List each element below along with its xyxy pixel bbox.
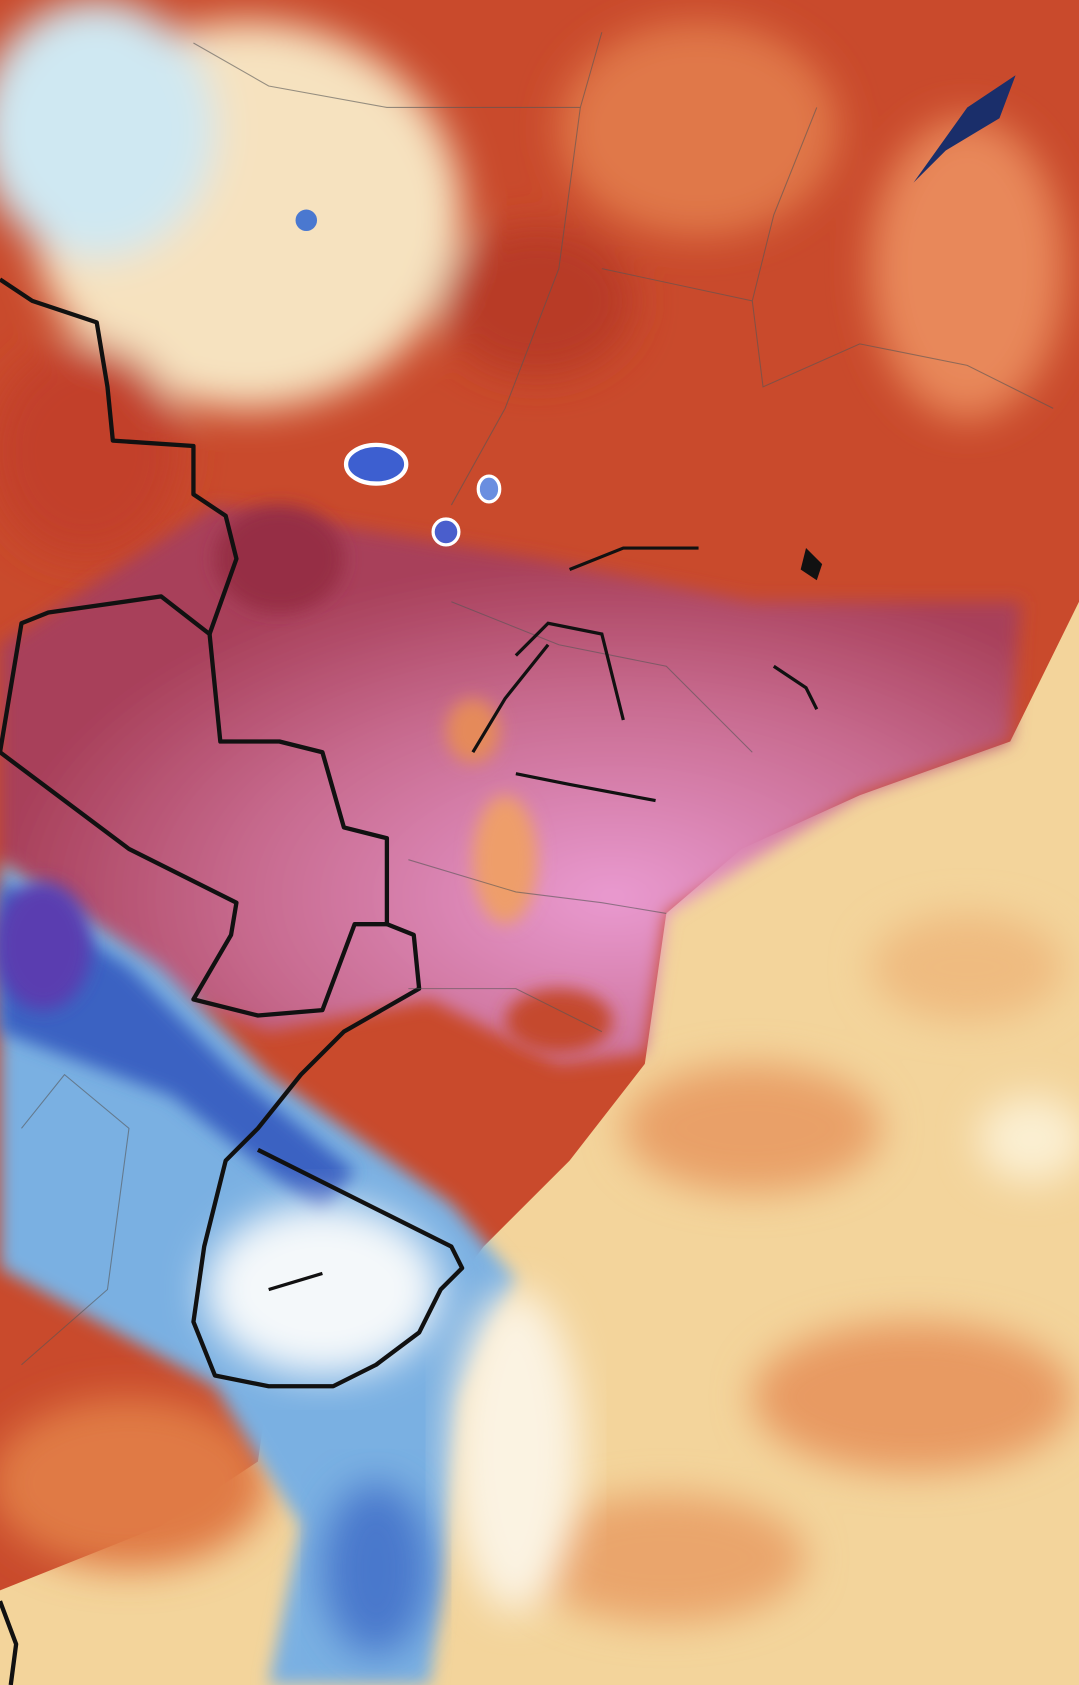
neutral-area <box>451 1289 581 1612</box>
ocean-warm-patches <box>526 913 1079 1623</box>
reservoir <box>800 548 823 581</box>
hot-spots <box>214 505 613 1054</box>
country-borders <box>0 277 465 1685</box>
cold-core <box>322 1482 430 1655</box>
rivers <box>268 546 819 1292</box>
neutral-area <box>204 1203 441 1376</box>
state-borders <box>21 32 1054 1366</box>
land-patches <box>0 0 1064 1569</box>
cold-blobs <box>295 75 1016 547</box>
cold-core <box>0 881 92 1011</box>
hot-anomaly <box>0 505 1021 1064</box>
